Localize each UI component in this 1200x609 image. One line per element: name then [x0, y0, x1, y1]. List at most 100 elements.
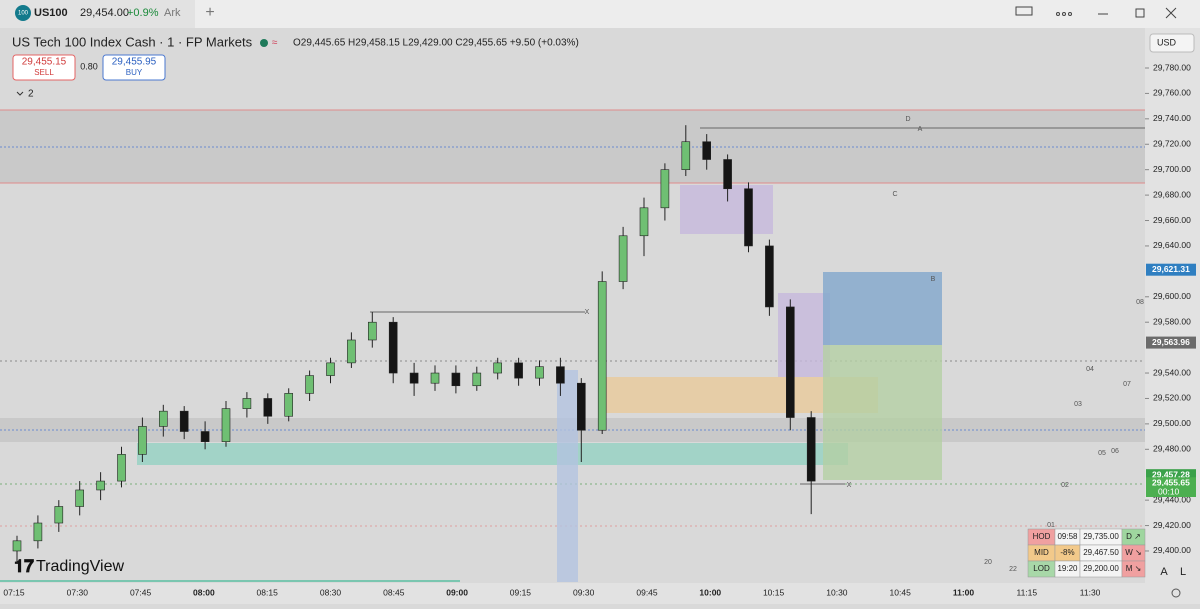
currency-select[interactable]	[1149, 33, 1195, 53]
session-bar	[0, 580, 460, 582]
candle-body	[576, 382, 586, 431]
count-label: 04	[1086, 366, 1094, 373]
badge-text: 100	[18, 11, 29, 17]
candle-body	[284, 393, 294, 417]
x-tick-label: 11:15	[1016, 587, 1037, 597]
tab-name: Ark	[164, 7, 181, 19]
wave-label: D	[905, 116, 910, 123]
table-text: HOD	[1033, 532, 1051, 541]
price-label-text: 29,455.65	[1152, 477, 1190, 487]
close[interactable]	[1165, 7, 1177, 19]
menu-dot	[1062, 12, 1066, 16]
y-tick-label: 29,760.00	[1153, 88, 1191, 98]
y-tick-label: 29,520.00	[1153, 393, 1191, 403]
price-label-text: 29,621.31	[1152, 264, 1190, 274]
candle-body	[618, 235, 628, 282]
x-tick-label: 08:45	[383, 587, 405, 597]
count-label: 06	[1111, 448, 1119, 455]
tab[interactable]	[0, 0, 195, 28]
candle-body	[33, 522, 43, 542]
sell-label: SELL	[34, 68, 54, 77]
y-tick-label: 29,680.00	[1153, 189, 1191, 199]
demand-zone	[137, 443, 848, 465]
table-text: LOD	[1033, 564, 1050, 573]
candle-body	[305, 375, 314, 394]
sell-button[interactable]	[12, 54, 76, 81]
buy-price: 29,455.95	[112, 57, 157, 68]
x-tick-label: 07:45	[130, 587, 152, 597]
window-controls	[1015, 6, 1177, 19]
candle-body	[117, 454, 126, 482]
new-tab[interactable]: +	[205, 4, 214, 21]
count-label: 05	[1098, 450, 1106, 457]
candle-body	[221, 408, 231, 442]
candle-body	[702, 141, 712, 160]
x-tick-label: 10:30	[826, 587, 848, 597]
candle-body	[514, 362, 523, 379]
menu-dot	[1068, 12, 1072, 16]
x-tick-label: 09:45	[636, 587, 658, 597]
y-tick-label: 29,480.00	[1153, 444, 1191, 454]
candle-body	[806, 417, 816, 482]
x-tick-label: 07:15	[3, 587, 25, 597]
y-tick-label: 29,700.00	[1153, 164, 1191, 174]
candle-body	[535, 366, 544, 379]
candle-body	[242, 398, 252, 409]
buy-button[interactable]	[102, 54, 166, 81]
candle-body	[347, 339, 356, 364]
wave-label: C	[892, 191, 897, 198]
candle-body	[785, 306, 795, 418]
collapse-icon[interactable]	[16, 91, 24, 96]
candle-body	[451, 372, 461, 387]
symbol-badge	[15, 5, 31, 21]
candle-body	[597, 281, 607, 431]
settings[interactable]	[1171, 588, 1181, 598]
count-label: 07	[1123, 381, 1131, 388]
y-tick-label: 29,420.00	[1153, 520, 1191, 530]
x-tick-label: 11:00	[953, 587, 975, 597]
table-text: 29,200.00	[1083, 564, 1119, 573]
table-text: 29,467.50	[1083, 548, 1119, 557]
count-label: 22	[1009, 566, 1017, 573]
table-text: 29,735.00	[1083, 532, 1119, 541]
auto-scale[interactable]: A	[1160, 566, 1168, 578]
purple-zone	[680, 185, 773, 234]
y-tick-label: 29,780.00	[1153, 62, 1191, 72]
table-cell	[1121, 560, 1146, 578]
x-tick-label: 08:15	[257, 587, 279, 597]
log-scale[interactable]: L	[1180, 566, 1186, 578]
x-tick-label: 10:00	[699, 587, 721, 597]
time-axis[interactable]	[0, 583, 1145, 604]
purple-zone	[778, 293, 830, 377]
candle-body	[556, 366, 565, 384]
menu-dot[interactable]	[1056, 12, 1060, 16]
currency: USD	[1157, 37, 1177, 47]
price-axis[interactable]	[1145, 28, 1200, 604]
y-tick-label: 29,720.00	[1153, 139, 1191, 149]
candle-body	[430, 372, 440, 384]
tab-price: 29,454.00	[80, 7, 129, 19]
candle-body	[472, 372, 482, 387]
count-label: 02	[1061, 482, 1069, 489]
x-tick-label: 07:30	[67, 587, 89, 597]
tab-change: +0.9%	[127, 7, 159, 19]
count-label: 20	[984, 559, 992, 566]
count-label: 08	[1136, 299, 1144, 306]
y-tick-label: 29,740.00	[1153, 113, 1191, 123]
logo-mark: 𝟏𝟕	[14, 556, 34, 576]
countdown: 00:10	[1158, 486, 1180, 496]
price-label-text: 29,457.28	[1152, 469, 1190, 479]
layout-icon[interactable]	[1015, 6, 1033, 16]
tab-bar	[0, 0, 1200, 28]
maximize[interactable]	[1135, 8, 1145, 18]
count-label: 01	[1047, 522, 1055, 529]
candle-body	[744, 188, 753, 247]
y-tick-label: 29,660.00	[1153, 215, 1191, 225]
y-tick-label: 29,440.00	[1153, 494, 1191, 504]
wave-label: B	[931, 276, 936, 283]
y-tick-label: 29,580.00	[1153, 316, 1191, 326]
candle-body	[200, 431, 210, 442]
ohlc: O29,445.65 H29,458.15 L29,429.00 C29,455…	[293, 38, 579, 49]
candle-body	[326, 362, 335, 376]
